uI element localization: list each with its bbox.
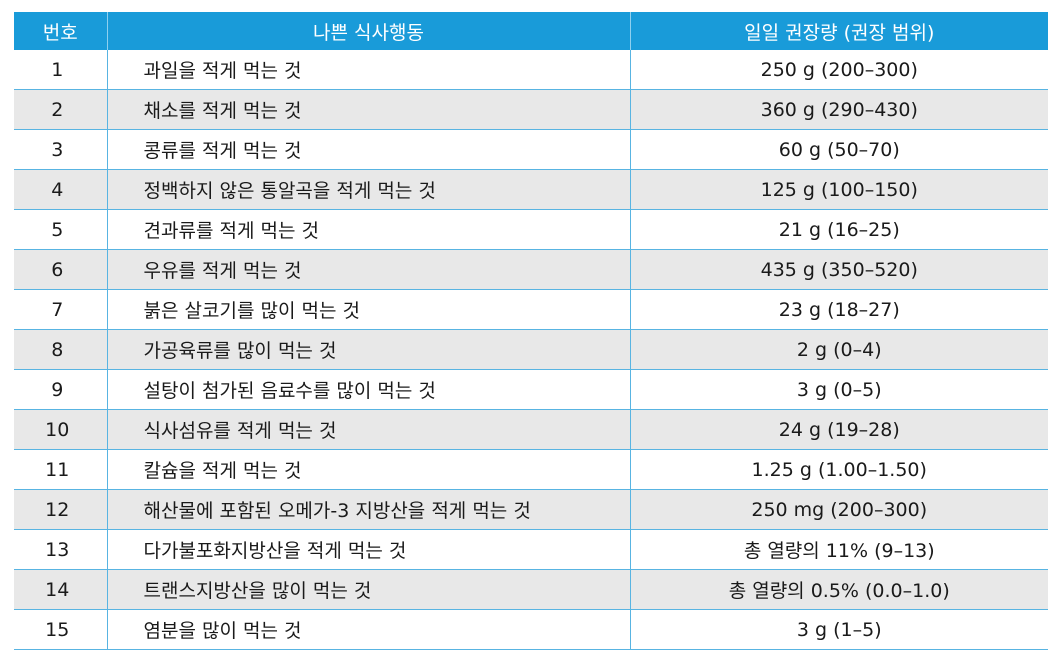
row-recommendation: 250 mg (200–300) <box>629 489 1048 530</box>
row-behavior: 식사섬유를 적게 먹는 것 <box>106 409 630 450</box>
row-behavior: 채소를 적게 먹는 것 <box>106 89 630 130</box>
row-behavior: 과일을 적게 먹는 것 <box>106 50 630 90</box>
row-number: 9 <box>14 369 107 410</box>
row-behavior: 붉은 살코기를 많이 먹는 것 <box>106 289 630 330</box>
row-recommendation: 3 g (0–5) <box>629 369 1048 410</box>
row-number: 12 <box>14 489 107 530</box>
table-row: 4 정백하지 않은 통알곡을 적게 먹는 것 125 g (100–150) <box>14 169 1048 210</box>
row-recommendation: 24 g (19–28) <box>629 409 1048 450</box>
row-number: 13 <box>14 529 107 570</box>
row-behavior: 콩류를 적게 먹는 것 <box>106 129 630 170</box>
table-header: 번호 나쁜 식사행동 일일 권장량 (권장 범위) <box>14 12 1048 50</box>
table-row: 1 과일을 적게 먹는 것 250 g (200–300) <box>14 50 1048 90</box>
header-row: 번호 나쁜 식사행동 일일 권장량 (권장 범위) <box>14 12 1048 50</box>
row-number: 1 <box>14 50 107 90</box>
row-behavior: 염분을 많이 먹는 것 <box>106 609 630 650</box>
row-number: 4 <box>14 169 107 210</box>
row-number: 10 <box>14 409 107 450</box>
row-recommendation: 2 g (0–4) <box>629 329 1048 370</box>
row-recommendation: 250 g (200–300) <box>629 50 1048 90</box>
table-row: 2 채소를 적게 먹는 것 360 g (290–430) <box>14 89 1048 130</box>
row-number: 6 <box>14 249 107 290</box>
row-number: 3 <box>14 129 107 170</box>
table-row: 10 식사섬유를 적게 먹는 것 24 g (19–28) <box>14 409 1048 450</box>
row-recommendation: 23 g (18–27) <box>629 289 1048 330</box>
row-behavior: 가공육류를 많이 먹는 것 <box>106 329 630 370</box>
row-number: 5 <box>14 209 107 250</box>
diet-table-container: 번호 나쁜 식사행동 일일 권장량 (권장 범위) 1 과일을 적게 먹는 것 25… <box>14 12 1048 650</box>
row-behavior: 설탕이 첨가된 음료수를 많이 먹는 것 <box>106 369 630 410</box>
row-recommendation: 60 g (50–70) <box>629 129 1048 170</box>
table-row: 5 견과류를 적게 먹는 것 21 g (16–25) <box>14 209 1048 250</box>
row-number: 8 <box>14 329 107 370</box>
table-row: 6 우유를 적게 먹는 것 435 g (350–520) <box>14 249 1048 290</box>
row-recommendation: 총 열량의 0.5% (0.0–1.0) <box>629 569 1048 610</box>
row-behavior: 해산물에 포함된 오메가-3 지방산을 적게 먹는 것 <box>106 489 630 530</box>
row-number: 14 <box>14 569 107 610</box>
row-number: 2 <box>14 89 107 130</box>
row-behavior: 다가불포화지방산을 적게 먹는 것 <box>106 529 630 570</box>
row-recommendation: 1.25 g (1.00–1.50) <box>629 449 1048 490</box>
table-row: 12 해산물에 포함된 오메가-3 지방산을 적게 먹는 것 250 mg (200… <box>14 489 1048 530</box>
row-behavior: 칼슘을 적게 먹는 것 <box>106 449 630 490</box>
row-number: 7 <box>14 289 107 330</box>
row-number: 15 <box>14 609 107 650</box>
row-recommendation: 125 g (100–150) <box>629 169 1048 210</box>
row-recommendation: 435 g (350–520) <box>629 249 1048 290</box>
table-row: 7 붉은 살코기를 많이 먹는 것 23 g (18–27) <box>14 289 1048 330</box>
row-number: 11 <box>14 449 107 490</box>
diet-table: 번호 나쁜 식사행동 일일 권장량 (권장 범위) 1 과일을 적게 먹는 것 25… <box>14 12 1048 650</box>
row-recommendation: 360 g (290–430) <box>629 89 1048 130</box>
row-behavior: 정백하지 않은 통알곡을 적게 먹는 것 <box>106 169 630 210</box>
table-row: 11 칼슘을 적게 먹는 것 1.25 g (1.00–1.50) <box>14 449 1048 490</box>
header-number: 번호 <box>14 12 107 50</box>
row-behavior: 견과류를 적게 먹는 것 <box>106 209 630 250</box>
row-recommendation: 3 g (1–5) <box>629 609 1048 650</box>
header-behavior: 나쁜 식사행동 <box>106 12 630 50</box>
row-behavior: 우유를 적게 먹는 것 <box>106 249 630 290</box>
row-recommendation: 총 열량의 11% (9–13) <box>629 529 1048 570</box>
header-recommendation: 일일 권장량 (권장 범위) <box>629 12 1048 50</box>
row-recommendation: 21 g (16–25) <box>629 209 1048 250</box>
table-row: 3 콩류를 적게 먹는 것 60 g (50–70) <box>14 129 1048 170</box>
row-behavior: 트랜스지방산을 많이 먹는 것 <box>106 569 630 610</box>
